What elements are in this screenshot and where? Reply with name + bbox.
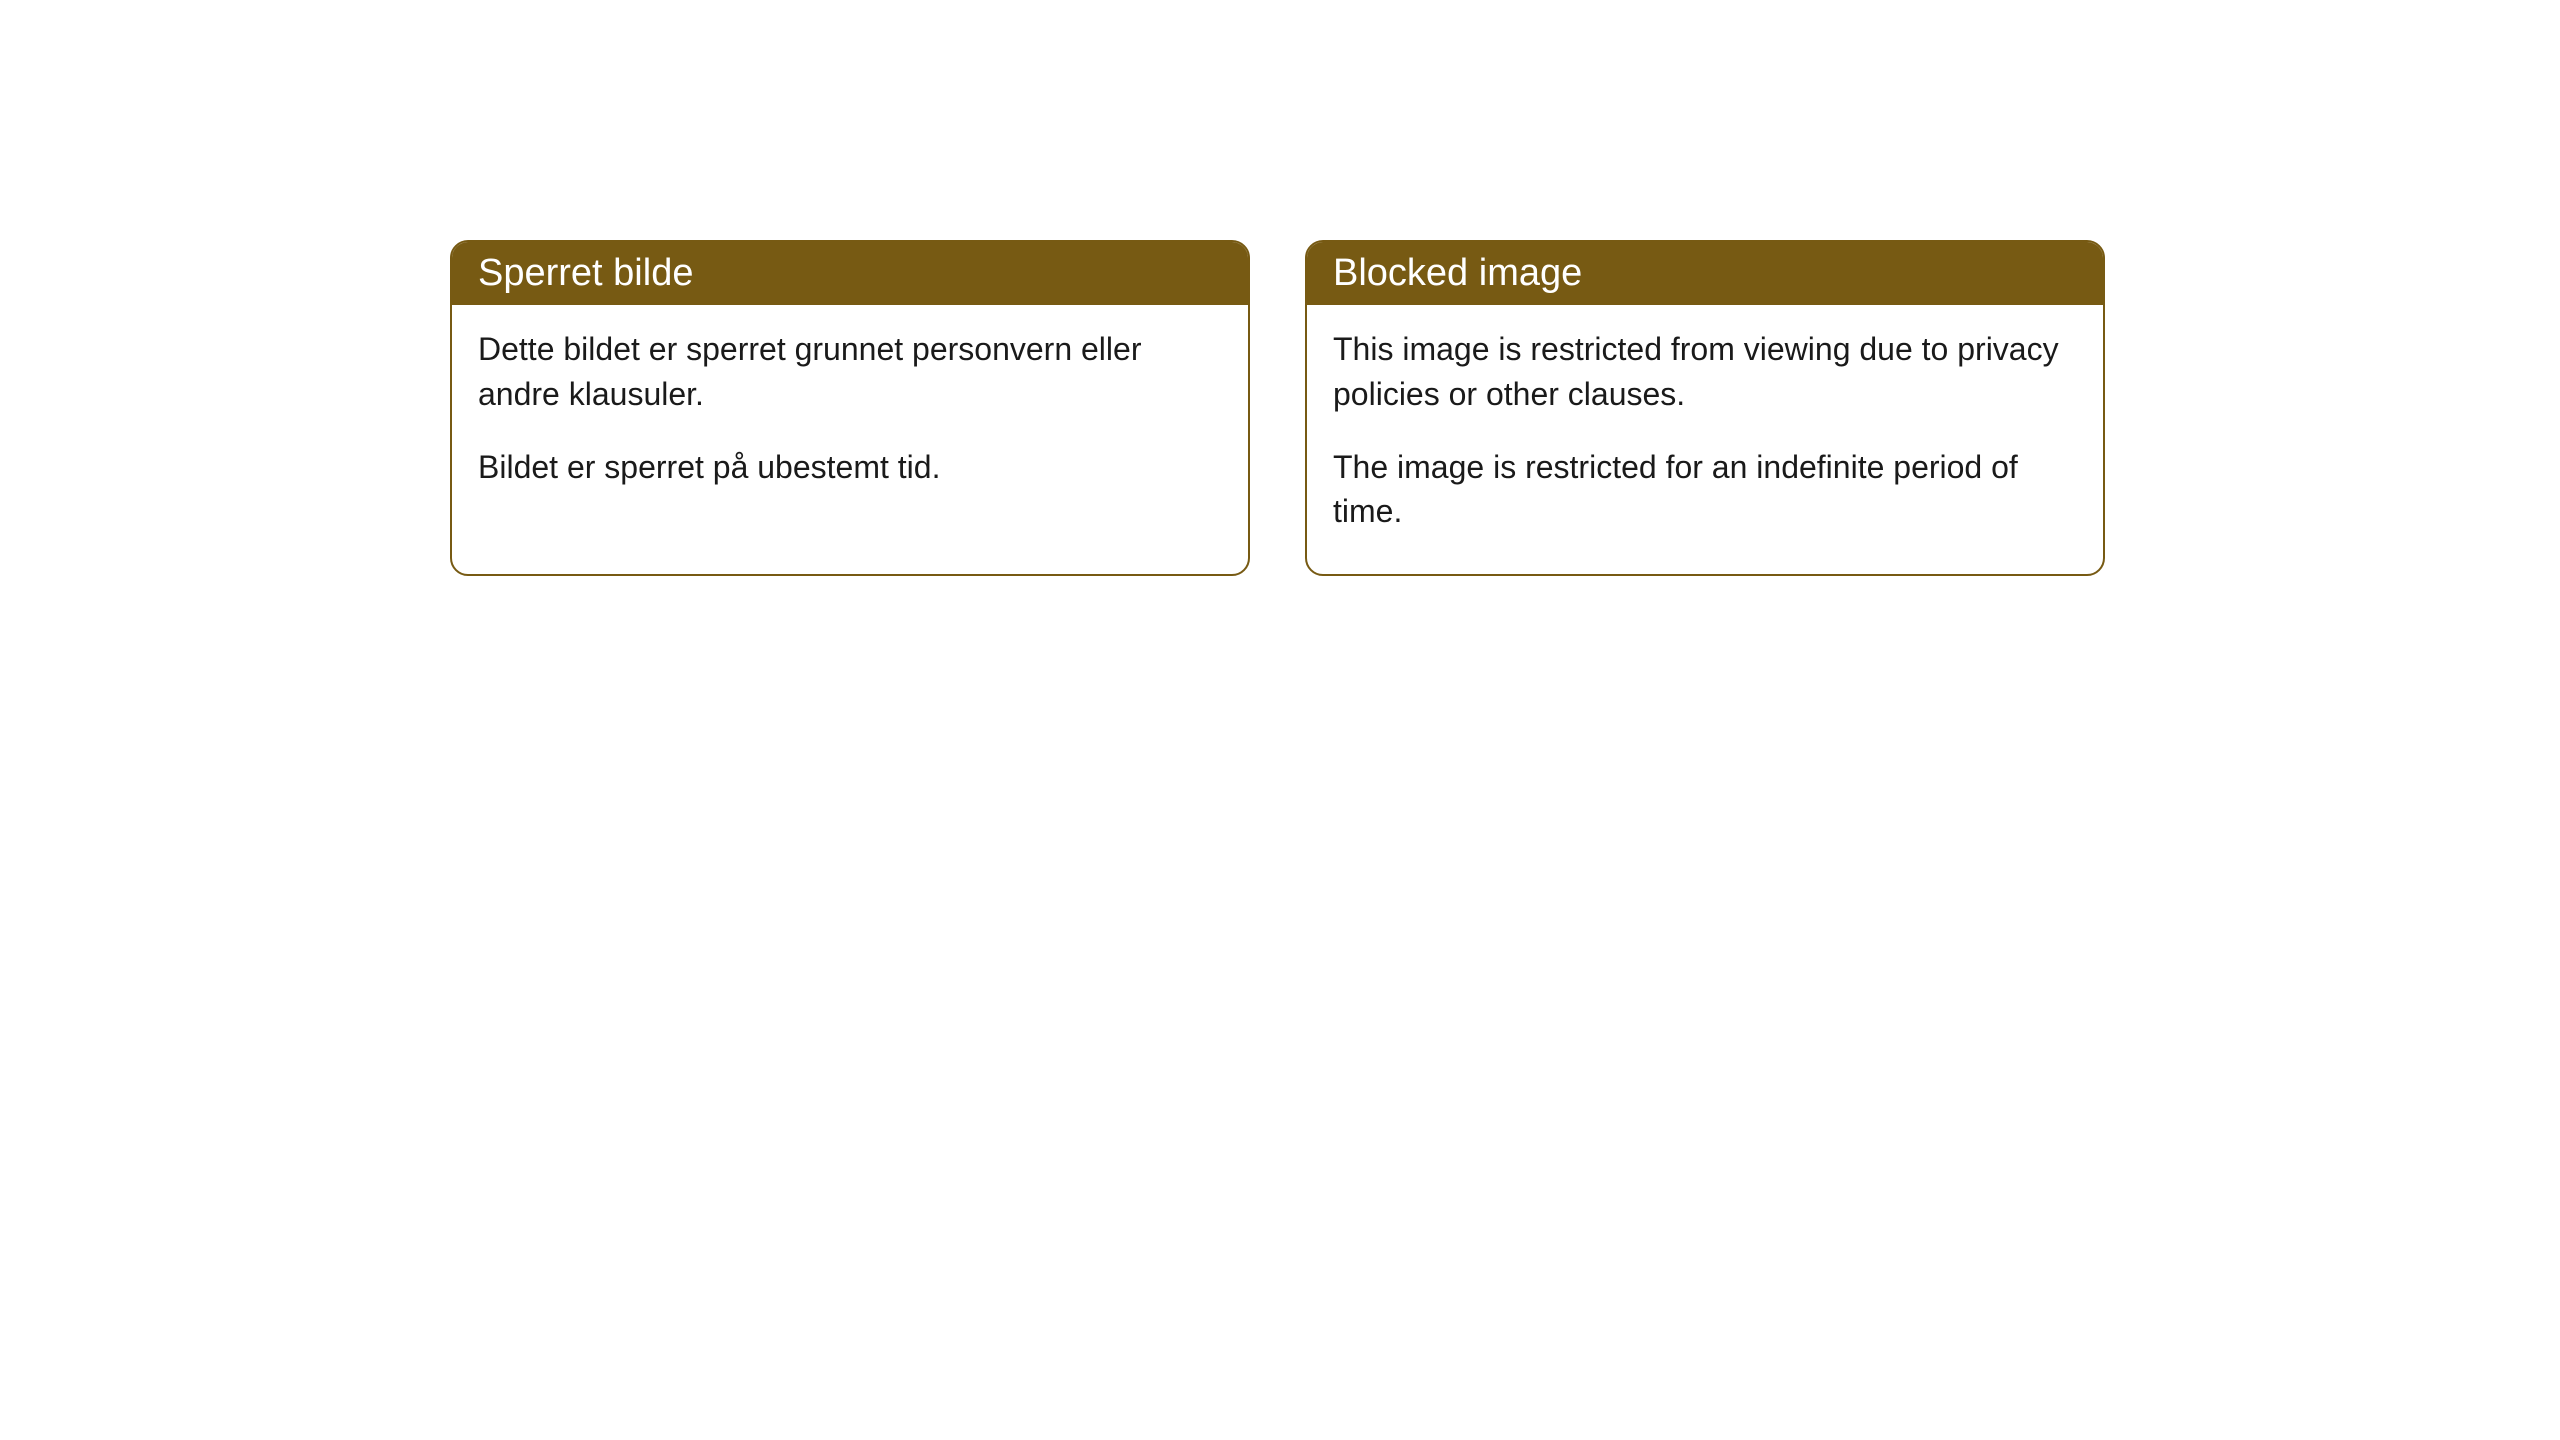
card-paragraph: The image is restricted for an indefinit… xyxy=(1333,445,2077,535)
card-header-norwegian: Sperret bilde xyxy=(452,242,1248,305)
notice-card-norwegian: Sperret bilde Dette bildet er sperret gr… xyxy=(450,240,1250,576)
notice-cards-container: Sperret bilde Dette bildet er sperret gr… xyxy=(450,240,2560,576)
notice-card-english: Blocked image This image is restricted f… xyxy=(1305,240,2105,576)
card-paragraph: Dette bildet er sperret grunnet personve… xyxy=(478,327,1222,417)
card-paragraph: This image is restricted from viewing du… xyxy=(1333,327,2077,417)
card-paragraph: Bildet er sperret på ubestemt tid. xyxy=(478,445,1222,490)
card-body-english: This image is restricted from viewing du… xyxy=(1307,305,2103,574)
card-body-norwegian: Dette bildet er sperret grunnet personve… xyxy=(452,305,1248,529)
card-header-english: Blocked image xyxy=(1307,242,2103,305)
